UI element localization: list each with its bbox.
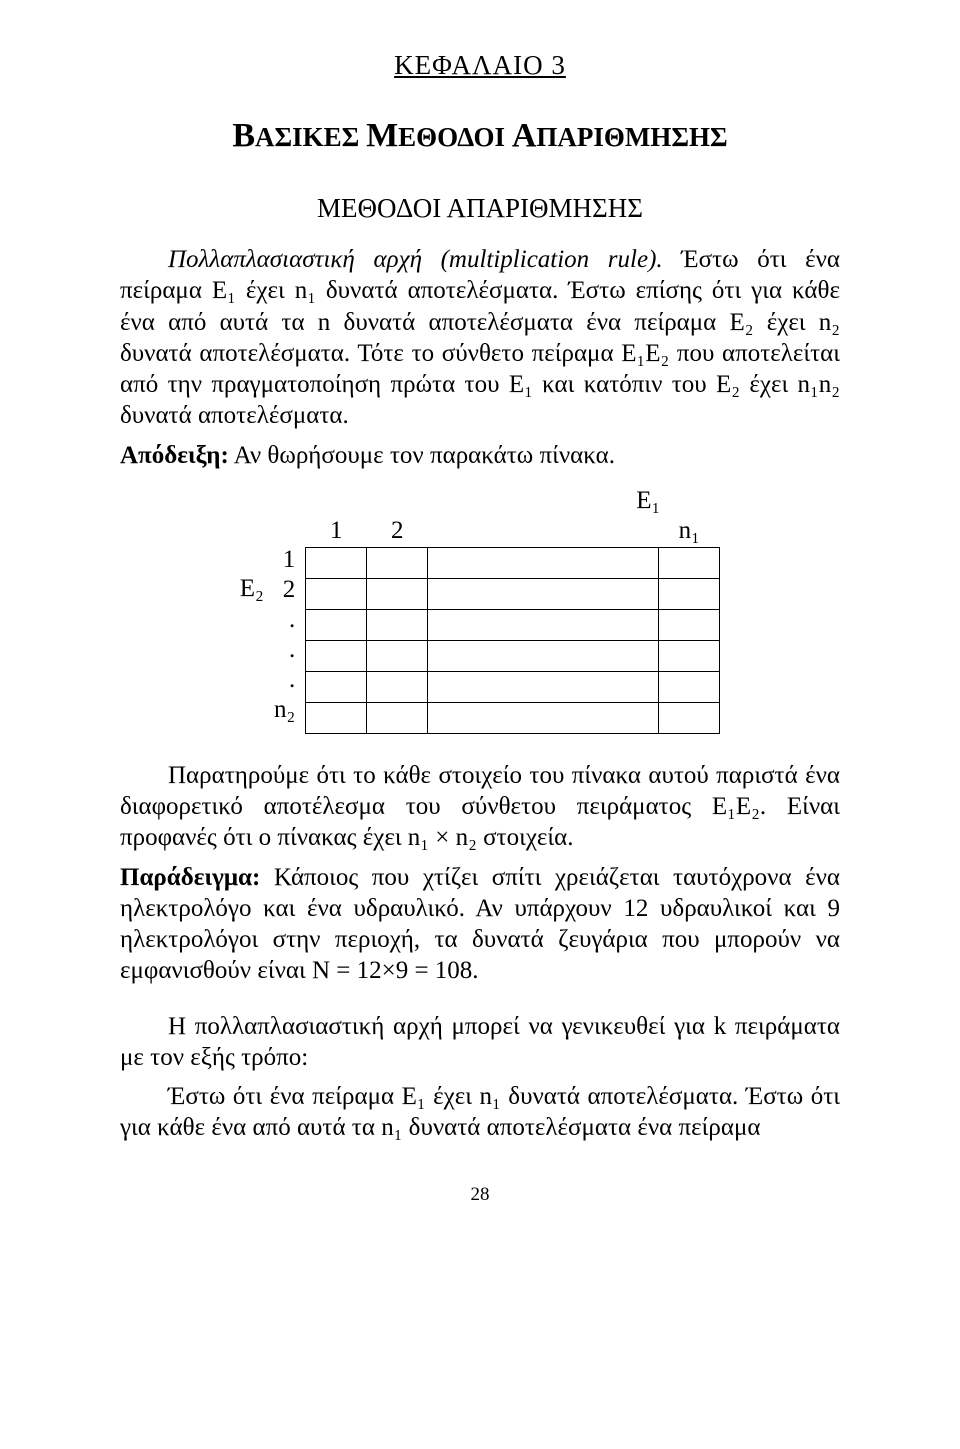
rule-body: Έστω ότι ένα πείραμα Ε₁ έχει n₁ δυνατά α… bbox=[120, 246, 840, 429]
row-label: n₂ bbox=[274, 695, 303, 725]
paragraph-continuation: Έστω ότι ένα πείραμα Ε₁ έχει n₁ δυνατά α… bbox=[120, 1081, 840, 1144]
paragraph-generalize: Η πολλαπλασιαστική αρχή μπορεί να γενικε… bbox=[120, 1011, 840, 1074]
proof-table-wrap: Ε₁ Ε₂ 1 2 . . . n₂ bbox=[120, 485, 840, 736]
chapter-heading: ΚΕΦΑΛΑΙΟ 3 bbox=[120, 50, 840, 81]
main-title: ΒΑΣΙΚΕΣ ΜΕΘΟΔΟΙ ΑΠΑΡΙΘΜΗΣΗΣ bbox=[120, 117, 840, 155]
col-label: n₁ bbox=[659, 517, 720, 548]
col-label: 1 bbox=[306, 517, 367, 548]
paragraph-observation: Παρατηρούμε ότι το κάθε στοιχείο του πίν… bbox=[120, 760, 840, 854]
proof-text: Αν θωρήσουμε τον παρακάτω πίνακα. bbox=[229, 442, 615, 469]
proof-label: Απόδειξη: bbox=[120, 442, 229, 469]
e2-label: Ε₂ bbox=[240, 517, 268, 603]
row-label: 1 bbox=[274, 545, 303, 575]
example-label: Παράδειγμα: bbox=[120, 864, 260, 891]
row-label: 2 bbox=[274, 575, 303, 605]
row-label: . bbox=[274, 605, 303, 635]
page: ΚΕΦΑΛΑΙΟ 3 ΒΑΣΙΚΕΣ ΜΕΘΟΔΟΙ ΑΠΑΡΙΘΜΗΣΗΣ Μ… bbox=[0, 0, 960, 1246]
paragraph-example: Παράδειγμα: Κάποιος που χτίζει σπίτι χρε… bbox=[120, 862, 840, 987]
proof-line: Απόδειξη: Αν θωρήσουμε τον παρακάτω πίνα… bbox=[120, 440, 840, 471]
proof-table: Ε₁ Ε₂ 1 2 . . . n₂ bbox=[238, 485, 722, 736]
col-label: 2 bbox=[367, 517, 428, 548]
col-label bbox=[428, 517, 659, 548]
page-number: 28 bbox=[120, 1184, 840, 1206]
row-labels-col: 1 2 . . . n₂ bbox=[274, 517, 303, 725]
rule-name: Πολλαπλασιαστική αρχή (multiplication ru… bbox=[168, 246, 663, 273]
row-label: . bbox=[274, 635, 303, 665]
section-heading: ΜΕΘΟΔΟΙ ΑΠΑΡΙΘΜΗΣΗΣ bbox=[120, 193, 840, 224]
e1-label: Ε₁ bbox=[305, 487, 720, 515]
paragraph-intro: Πολλαπλασιαστική αρχή (multiplication ru… bbox=[120, 244, 840, 432]
row-label: . bbox=[274, 665, 303, 695]
grid-table: 1 2 n₁ bbox=[305, 517, 720, 734]
